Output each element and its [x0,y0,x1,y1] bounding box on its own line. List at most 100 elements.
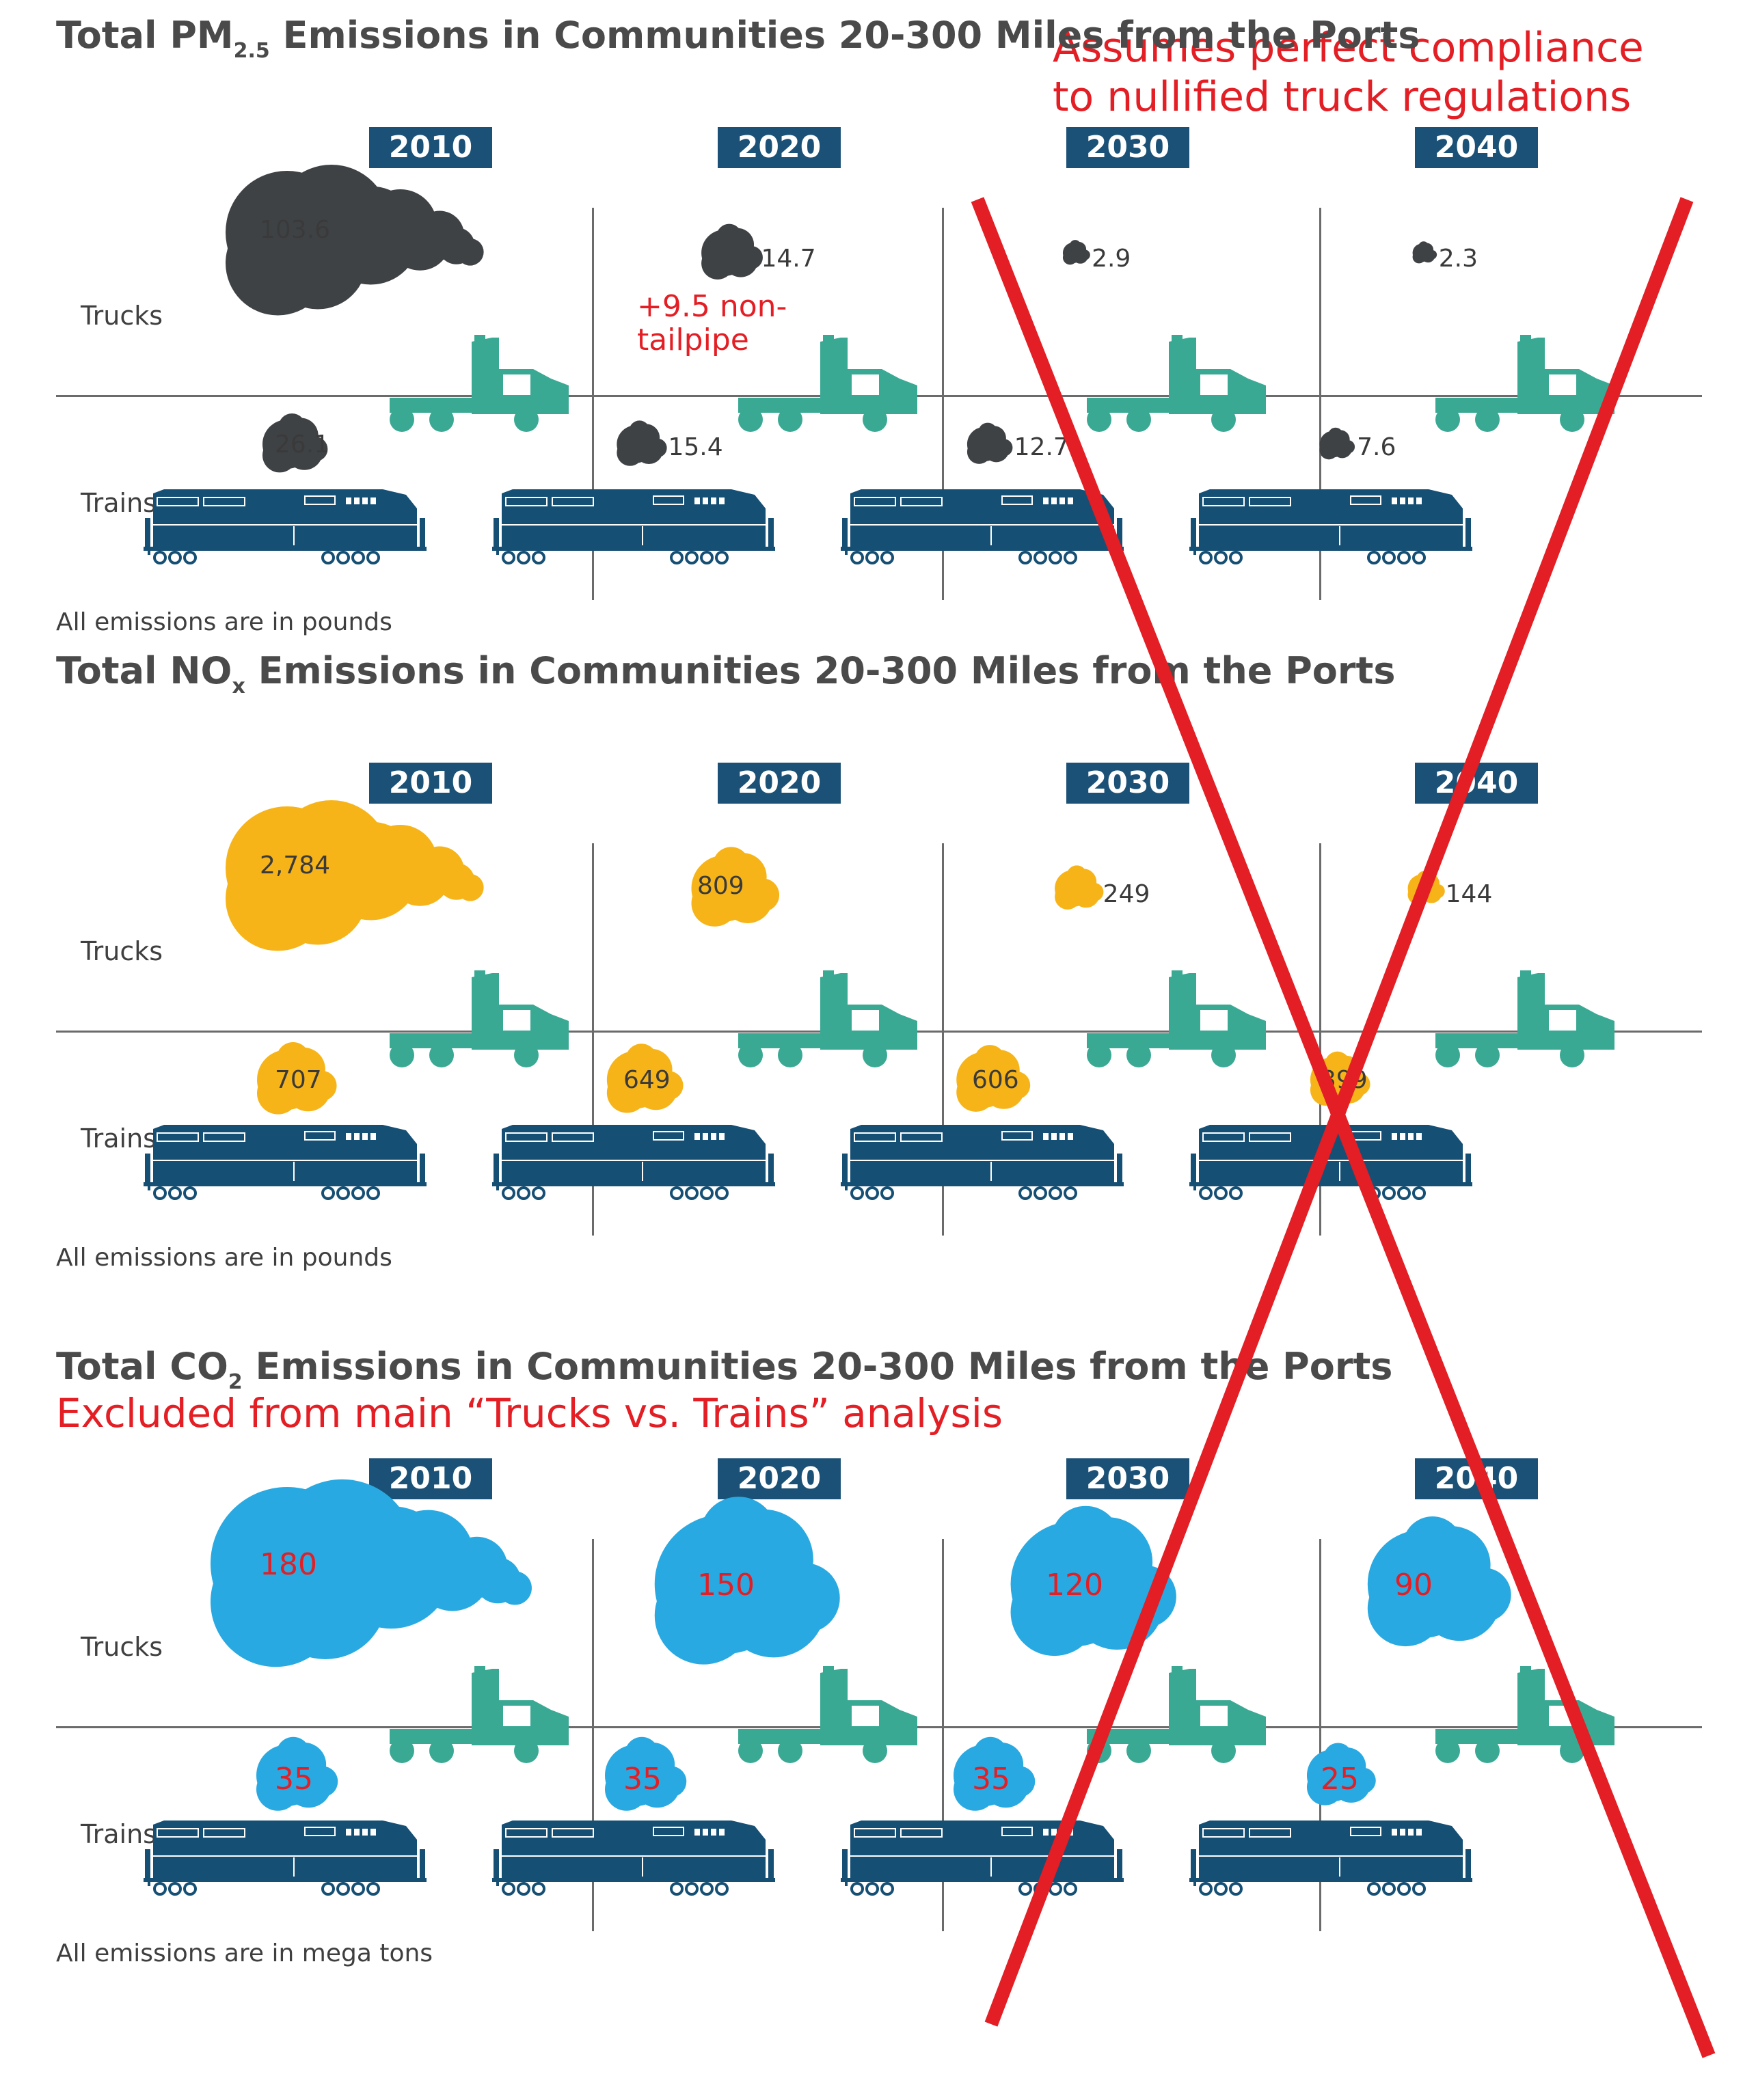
emission-cloud [1367,1516,1511,1647]
year-label-2040: 2040 [1415,127,1538,168]
units-note: All emissions are in pounds [56,608,392,636]
trucks-value-2040: 144 [1445,880,1493,908]
compliance-annotation: Assumes perfect compliance to nullified … [1053,23,1644,122]
train-icon [492,1125,775,1200]
chart-section-1: Total PM2.5 Emissions in Communities 20-… [0,14,1743,642]
train-icon [144,1125,427,1200]
train-icon [841,489,1124,564]
chart-title: Total NOx Emissions in Communities 20-30… [56,649,1395,698]
emission-cloud [617,420,667,466]
chart-title-rest: Emissions in Communities 20-300 Miles fr… [269,14,1420,57]
column-divider [942,208,944,600]
emission-cloud [256,1736,338,1811]
trucks-value-2020: 809 [697,872,744,900]
emission-cloud [1010,1505,1176,1656]
emission-cloud [1062,240,1090,265]
emission-cloud [606,1044,684,1113]
trucks-value-2010: 2,784 [260,851,331,879]
year-label-2030: 2030 [1066,127,1189,168]
year-label-2010: 2010 [369,763,492,804]
trains-value-2030: 12.7 [1014,433,1069,461]
units-note: All emissions are in pounds [56,1244,392,1272]
trains-value-2040: 25 [1321,1762,1359,1797]
non-tailpipe-annotation: +9.5 non- tailpipe [637,290,787,357]
trains-cell-2040: 25 [1189,1728,1538,1919]
emission-cloud [701,223,763,279]
trucks-value-2040: 90 [1394,1568,1433,1603]
emission-cloud [257,1042,337,1115]
trucks-cell-2040: 90 [1196,1482,1614,1763]
trucks-cell-2020: 809 [499,786,917,1067]
chart-title-rest: Emissions in Communities 20-300 Miles fr… [242,1345,1393,1388]
column-divider [592,843,594,1236]
chart-title-rest: Emissions in Communities 20-300 Miles fr… [245,649,1396,692]
truck-icon [390,1666,569,1763]
trains-value-2020: 15.4 [668,433,723,461]
chart-title-main: Total PM [56,14,234,57]
trucks-cell-2030: 249 [848,786,1266,1067]
non-tailpipe-line2: tailpipe [637,323,749,358]
trains-value-2010: 26.1 [275,431,330,459]
trains-cell-2020: 649 [492,1032,841,1223]
emission-cloud [262,413,328,473]
train-icon [841,1125,1124,1200]
emission-cloud [211,1479,532,1667]
trucks-value-2030: 2.9 [1092,245,1131,273]
trains-cell-2040: 7.6 [1189,396,1538,588]
row-label-trucks: Trucks [81,1632,163,1662]
trains-value-2020: 35 [623,1762,662,1797]
train-icon [144,489,427,564]
column-divider [942,843,944,1236]
truck-icon [390,970,569,1067]
train-icon [144,1821,427,1896]
emission-cloud [1412,241,1437,264]
train-icon [841,1821,1124,1896]
trucks-value-2030: 249 [1103,880,1150,908]
trains-cell-2010: 35 [144,1728,492,1919]
trucks-cell-2020: 14.7 [499,150,917,432]
trains-value-2030: 606 [972,1066,1019,1094]
trucks-cell-2010: 2,784 [150,786,569,1067]
train-icon [492,489,775,564]
non-tailpipe-line1: +9.5 non- [637,289,787,324]
emission-cloud [1407,871,1445,905]
row-label-trains: Trains [81,1819,157,1849]
trucks-cell-2040: 2.3 [1196,150,1614,432]
trains-cell-2020: 15.4 [492,396,841,588]
emission-cloud [654,1497,840,1665]
chart-title-subscript: x [232,674,245,698]
chart-title: Total PM2.5 Emissions in Communities 20-… [56,14,1420,63]
train-icon [1189,1821,1472,1896]
truck-icon [390,335,569,432]
chart-title-main: Total NO [56,649,232,692]
year-label-2020: 2020 [718,1458,841,1499]
trucks-value-2030: 120 [1046,1568,1103,1603]
units-note: All emissions are in mega tons [56,1939,433,1967]
year-label-2010: 2010 [369,1458,492,1499]
chart-title: Total CO2 Emissions in Communities 20-30… [56,1345,1392,1394]
trucks-cell-2040: 144 [1196,786,1614,1067]
trucks-value-2010: 180 [260,1547,317,1582]
chart-section-2: Total NOx Emissions in Communities 20-30… [0,649,1743,1278]
trucks-cell-2030: 120 [848,1482,1266,1763]
trains-cell-2010: 26.1 [144,396,492,588]
train-icon [1189,1125,1472,1200]
truck-icon [738,970,917,1067]
row-label-trains: Trains [81,1123,157,1154]
truck-icon [738,1666,917,1763]
trucks-cell-2030: 2.9 [848,150,1266,432]
trains-cell-2030: 606 [841,1032,1189,1223]
trucks-cell-2010: 103.6 [150,150,569,432]
trains-cell-2030: 12.7 [841,396,1189,588]
trains-cell-2040: 399 [1189,1032,1538,1223]
emission-cloud [691,847,780,927]
trains-value-2030: 35 [972,1762,1010,1797]
chart-title-subscript: 2 [228,1370,243,1394]
truck-icon [738,335,917,432]
trucks-value-2010: 103.6 [260,216,331,244]
compliance-annotation-line1: Assumes perfect compliance [1053,24,1644,72]
trains-cell-2010: 707 [144,1032,492,1223]
emission-cloud [226,800,484,951]
emission-cloud [226,165,484,316]
trains-value-2010: 35 [275,1762,313,1797]
